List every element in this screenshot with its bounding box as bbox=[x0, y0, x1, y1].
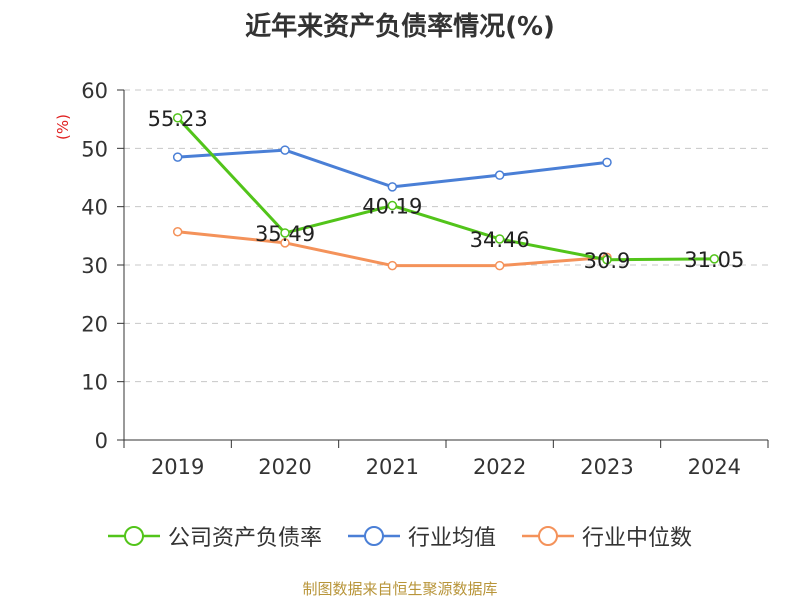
data-point bbox=[280, 228, 290, 238]
data-point bbox=[172, 227, 183, 237]
y-tick-label: 60 bbox=[81, 79, 108, 103]
data-label: 34.46 bbox=[470, 228, 530, 252]
data-point bbox=[709, 254, 720, 264]
series-line bbox=[177, 148, 608, 189]
x-tick-label: 2021 bbox=[366, 455, 419, 479]
legend: 公司资产负债率 行业均值 行业中位数 bbox=[0, 520, 800, 552]
legend-swatch bbox=[107, 526, 160, 546]
data-point bbox=[387, 200, 398, 211]
x-tick-label: 2020 bbox=[258, 455, 311, 479]
legend-label: 行业中位数 bbox=[582, 526, 693, 551]
x-tick-label: 2023 bbox=[580, 455, 633, 479]
legend-item: 行业中位数 bbox=[522, 520, 692, 552]
data-label: 40.19 bbox=[362, 195, 422, 219]
y-tick-label: 40 bbox=[81, 196, 108, 220]
y-tick-label: 10 bbox=[81, 371, 108, 395]
legend-swatch bbox=[347, 526, 400, 546]
data-point bbox=[172, 113, 183, 123]
legend-item: 公司资产负债率 bbox=[107, 520, 322, 552]
legend-marker bbox=[123, 526, 144, 546]
legend-label: 行业均值 bbox=[407, 526, 496, 551]
data-point bbox=[280, 238, 290, 248]
data-point bbox=[387, 260, 398, 271]
chart-title: 近年来资产负债率情况(%) bbox=[245, 12, 555, 42]
legend-marker bbox=[538, 526, 558, 546]
data-label: 35.49 bbox=[255, 222, 315, 246]
x-tick-label: 2022 bbox=[473, 455, 526, 479]
y-axis-label: (%) bbox=[54, 114, 72, 140]
data-label: 30.9 bbox=[584, 249, 631, 273]
data-label: 31.05 bbox=[684, 248, 744, 272]
data-point bbox=[494, 260, 505, 271]
data-point bbox=[602, 157, 612, 168]
data-point bbox=[494, 170, 505, 180]
legend-swatch bbox=[522, 526, 574, 546]
source-footer: 制图数据来自恒生聚源数据库 bbox=[302, 580, 498, 598]
y-tick-label: 0 bbox=[95, 429, 108, 453]
legend-label: 公司资产负债率 bbox=[167, 526, 322, 551]
data-point bbox=[494, 234, 505, 244]
x-tick-label: 2024 bbox=[688, 455, 741, 479]
legend-item: 行业均值 bbox=[347, 520, 496, 552]
data-point bbox=[172, 152, 183, 162]
series-line bbox=[176, 116, 715, 262]
data-point bbox=[602, 255, 612, 265]
data-point bbox=[387, 182, 398, 192]
y-tick-label: 20 bbox=[81, 312, 108, 336]
legend-marker bbox=[363, 526, 384, 546]
data-point bbox=[280, 145, 290, 155]
data-label: 55.23 bbox=[148, 107, 208, 131]
x-tick-label: 2019 bbox=[151, 455, 204, 479]
y-tick-label: 50 bbox=[81, 137, 108, 161]
y-tick-label: 30 bbox=[81, 254, 108, 278]
